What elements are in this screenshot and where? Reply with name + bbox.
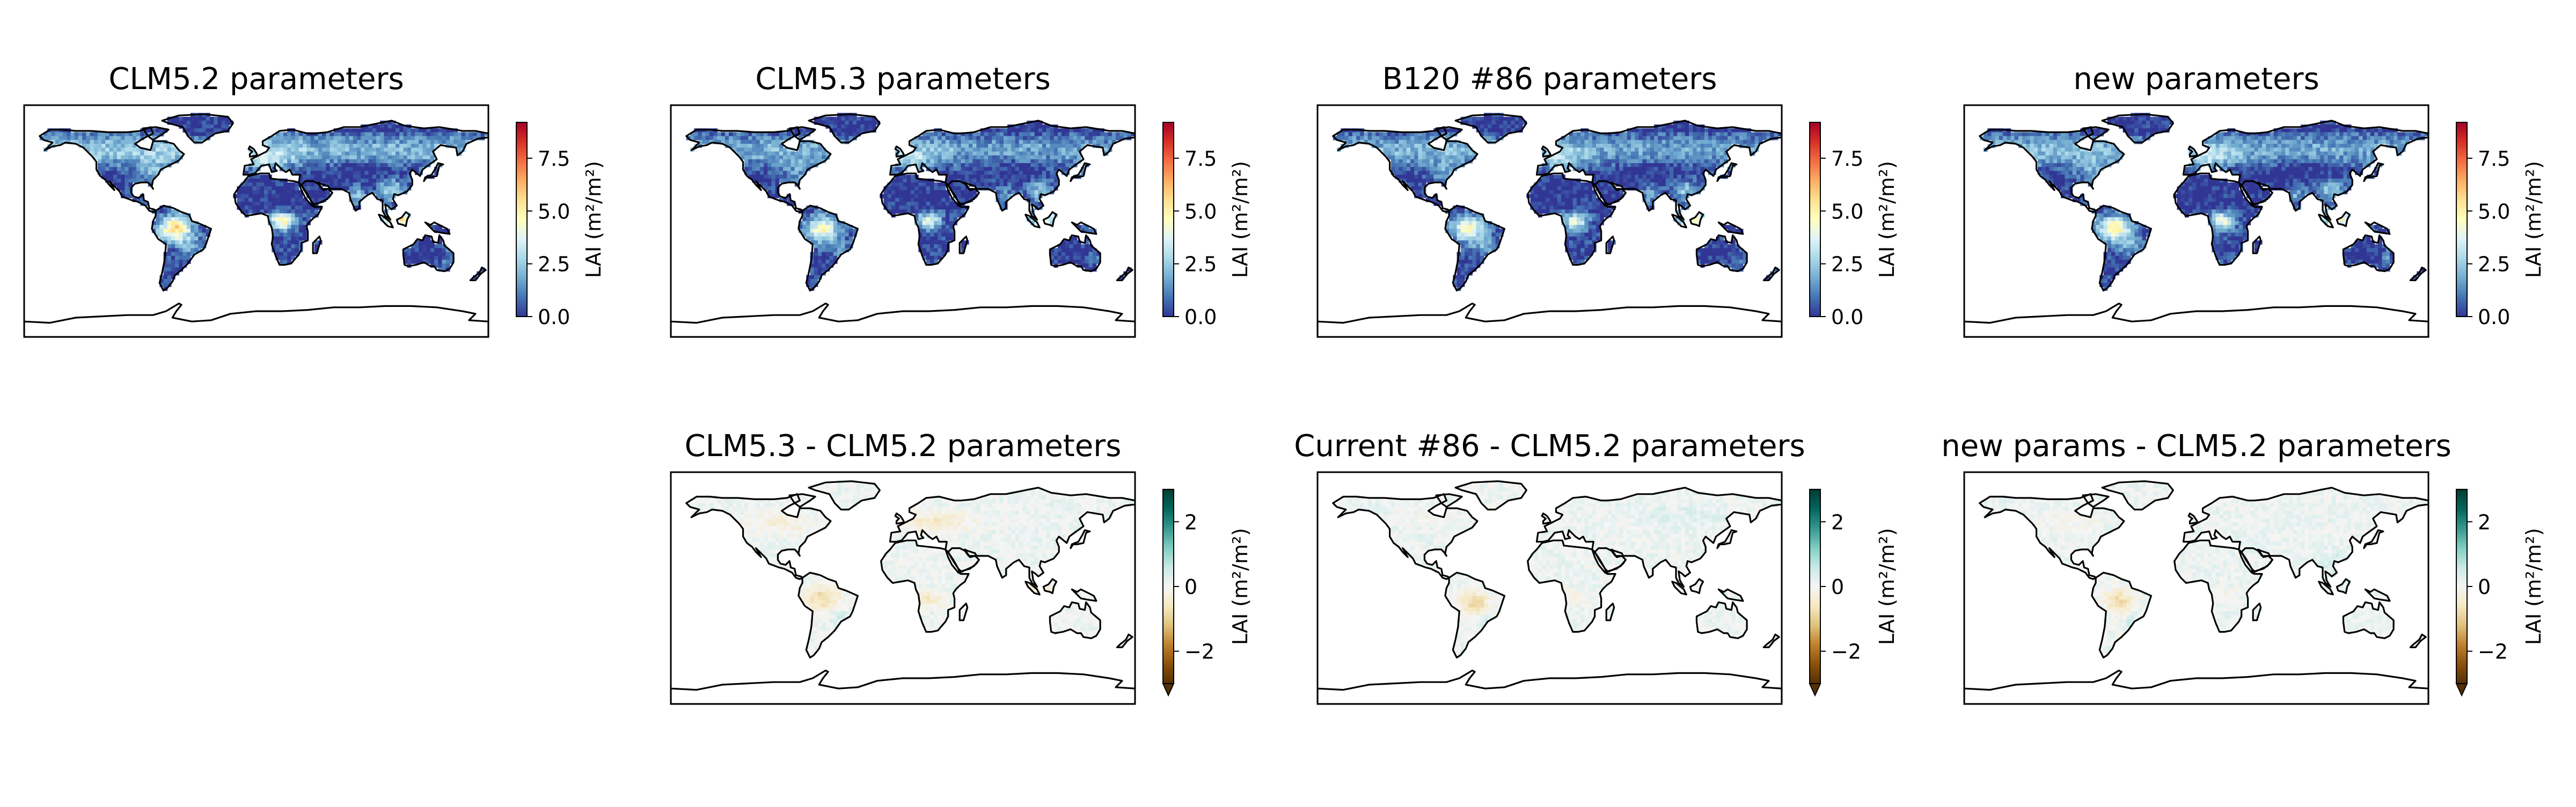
map-panel-diff-clm53: CLM5.3 - CLM5.2 parameters −2 0 2 LAI (m²/m… xyxy=(671,429,1252,704)
colorbar: 0.0 2.5 5.0 7.5 LAI (m²/m²) xyxy=(1163,122,1252,329)
map-panel-diff-current86: Current #86 - CLM5.2 parameters −2 0 2 LAI … xyxy=(1294,429,1899,704)
map-area xyxy=(1318,105,1782,337)
colorbar: −2 0 2 LAI (m²/m²) xyxy=(2456,489,2545,695)
colorbar: 0.0 2.5 5.0 7.5 LAI (m²/m²) xyxy=(516,122,605,329)
panel-title: CLM5.3 - CLM5.2 parameters xyxy=(685,429,1122,464)
colorbar-tick-label: 0 xyxy=(1831,575,1844,599)
panel-title: CLM5.2 parameters xyxy=(108,62,404,97)
panel-title: B120 #86 parameters xyxy=(1382,62,1717,97)
colorbar-tick-label: 7.5 xyxy=(2478,147,2510,171)
colorbar-tick-label: 2.5 xyxy=(1184,253,1217,276)
colorbar-label: LAI (m²/m²) xyxy=(582,161,605,278)
colorbar-tick-label: 0.0 xyxy=(538,305,570,329)
map-panel-b120-86: B120 #86 parameters 0.0 2.5 5.0 7.5 LAI (m²/… xyxy=(1318,62,1899,337)
colorbar-tick-label: 0.0 xyxy=(2478,305,2510,329)
colorbar-tick-label: 5.0 xyxy=(538,200,570,223)
map-panel-clm53: CLM5.3 parameters 0.0 2.5 5.0 7.5 LAI (m²/m²… xyxy=(671,62,1252,337)
colorbar-tick-label: 5.0 xyxy=(1831,200,1863,223)
colorbar-tick-label: 2 xyxy=(1831,510,1844,534)
colorbar-tick-label: 7.5 xyxy=(1184,147,1217,171)
panel-title: Current #86 - CLM5.2 parameters xyxy=(1294,429,1805,464)
panel-title: CLM5.3 parameters xyxy=(755,62,1050,97)
colorbar-label: LAI (m²/m²) xyxy=(1875,161,1899,278)
colorbar-label: LAI (m²/m²) xyxy=(1228,161,1252,278)
colorbar-tick-label: 0 xyxy=(2478,575,2491,599)
colorbar: 0.0 2.5 5.0 7.5 LAI (m²/m²) xyxy=(2456,122,2545,329)
colorbar-tick-label: 2.5 xyxy=(2478,253,2510,276)
colorbar: −2 0 2 LAI (m²/m²) xyxy=(1810,489,1899,695)
map-panel-new: new parameters 0.0 2.5 5.0 7.5 LAI (m²/m²) xyxy=(1964,62,2545,337)
colorbar-tick-label: 5.0 xyxy=(2478,200,2510,223)
colorbar-label: LAI (m²/m²) xyxy=(2522,528,2545,645)
colorbar: −2 0 2 LAI (m²/m²) xyxy=(1163,489,1252,695)
colorbar-tick-label: 0.0 xyxy=(1831,305,1863,329)
colorbar-tick-label: 0.0 xyxy=(1184,305,1217,329)
colorbar-tick-label: 2.5 xyxy=(1831,253,1863,276)
map-area xyxy=(1318,472,1782,704)
colorbar-tick-label: −2 xyxy=(1184,640,1214,664)
colorbar-tick-label: −2 xyxy=(1831,640,1861,664)
map-area xyxy=(1964,472,2429,704)
colorbar-tick-label: 2 xyxy=(2478,510,2491,534)
colorbar-label: LAI (m²/m²) xyxy=(1875,528,1899,645)
colorbar: 0.0 2.5 5.0 7.5 LAI (m²/m²) xyxy=(1810,122,1899,329)
colorbar-tick-label: 7.5 xyxy=(538,147,570,171)
map-area xyxy=(24,105,489,337)
map-area xyxy=(1964,105,2429,337)
colorbar-tick-label: 7.5 xyxy=(1831,147,1863,171)
panel-title: new parameters xyxy=(2073,62,2319,97)
panel-title: new params - CLM5.2 parameters xyxy=(1941,429,2451,464)
map-area xyxy=(671,472,1136,704)
colorbar-tick-label: 2.5 xyxy=(538,253,570,276)
colorbar-tick-label: 5.0 xyxy=(1184,200,1217,223)
colorbar-tick-label: 2 xyxy=(1184,510,1197,534)
colorbar-label: LAI (m²/m²) xyxy=(2522,161,2545,278)
colorbar-label: LAI (m²/m²) xyxy=(1228,528,1252,645)
map-panel-clm52: CLM5.2 parameters 0.0 2.5 5.0 7.5 LAI (m²/m²… xyxy=(24,62,605,337)
map-panel-diff-new: new params - CLM5.2 parameters −2 0 2 LAI (… xyxy=(1941,429,2545,704)
colorbar-tick-label: −2 xyxy=(2478,640,2508,664)
map-area xyxy=(671,105,1136,337)
colorbar-tick-label: 0 xyxy=(1184,575,1197,599)
